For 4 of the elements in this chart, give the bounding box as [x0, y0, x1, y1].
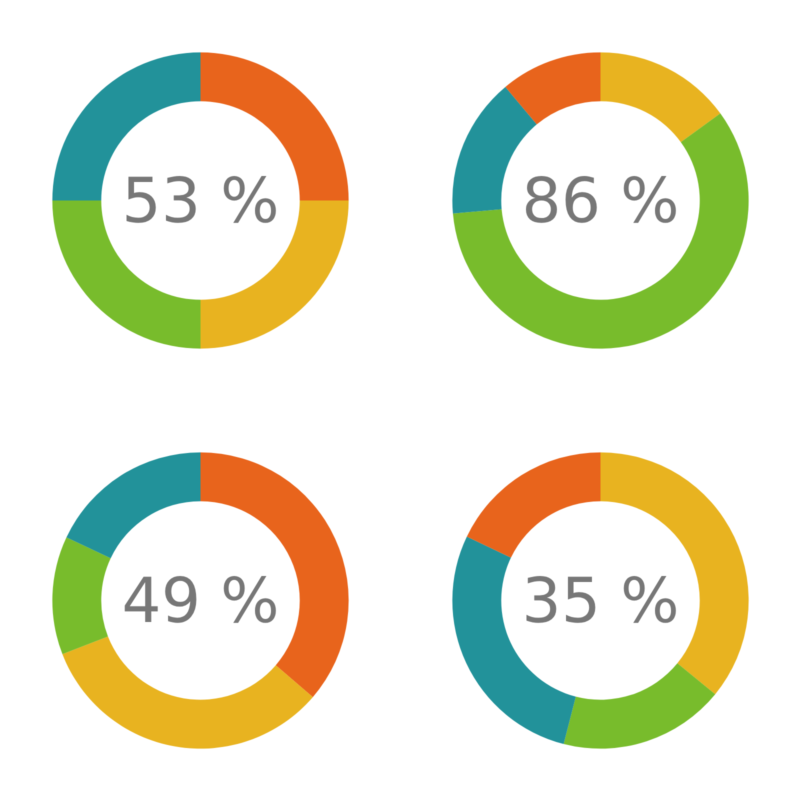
text: 53 %: [122, 164, 280, 237]
text: 35 %: [522, 564, 680, 637]
text: 86 %: [522, 164, 680, 237]
text: 49 %: [122, 564, 280, 637]
